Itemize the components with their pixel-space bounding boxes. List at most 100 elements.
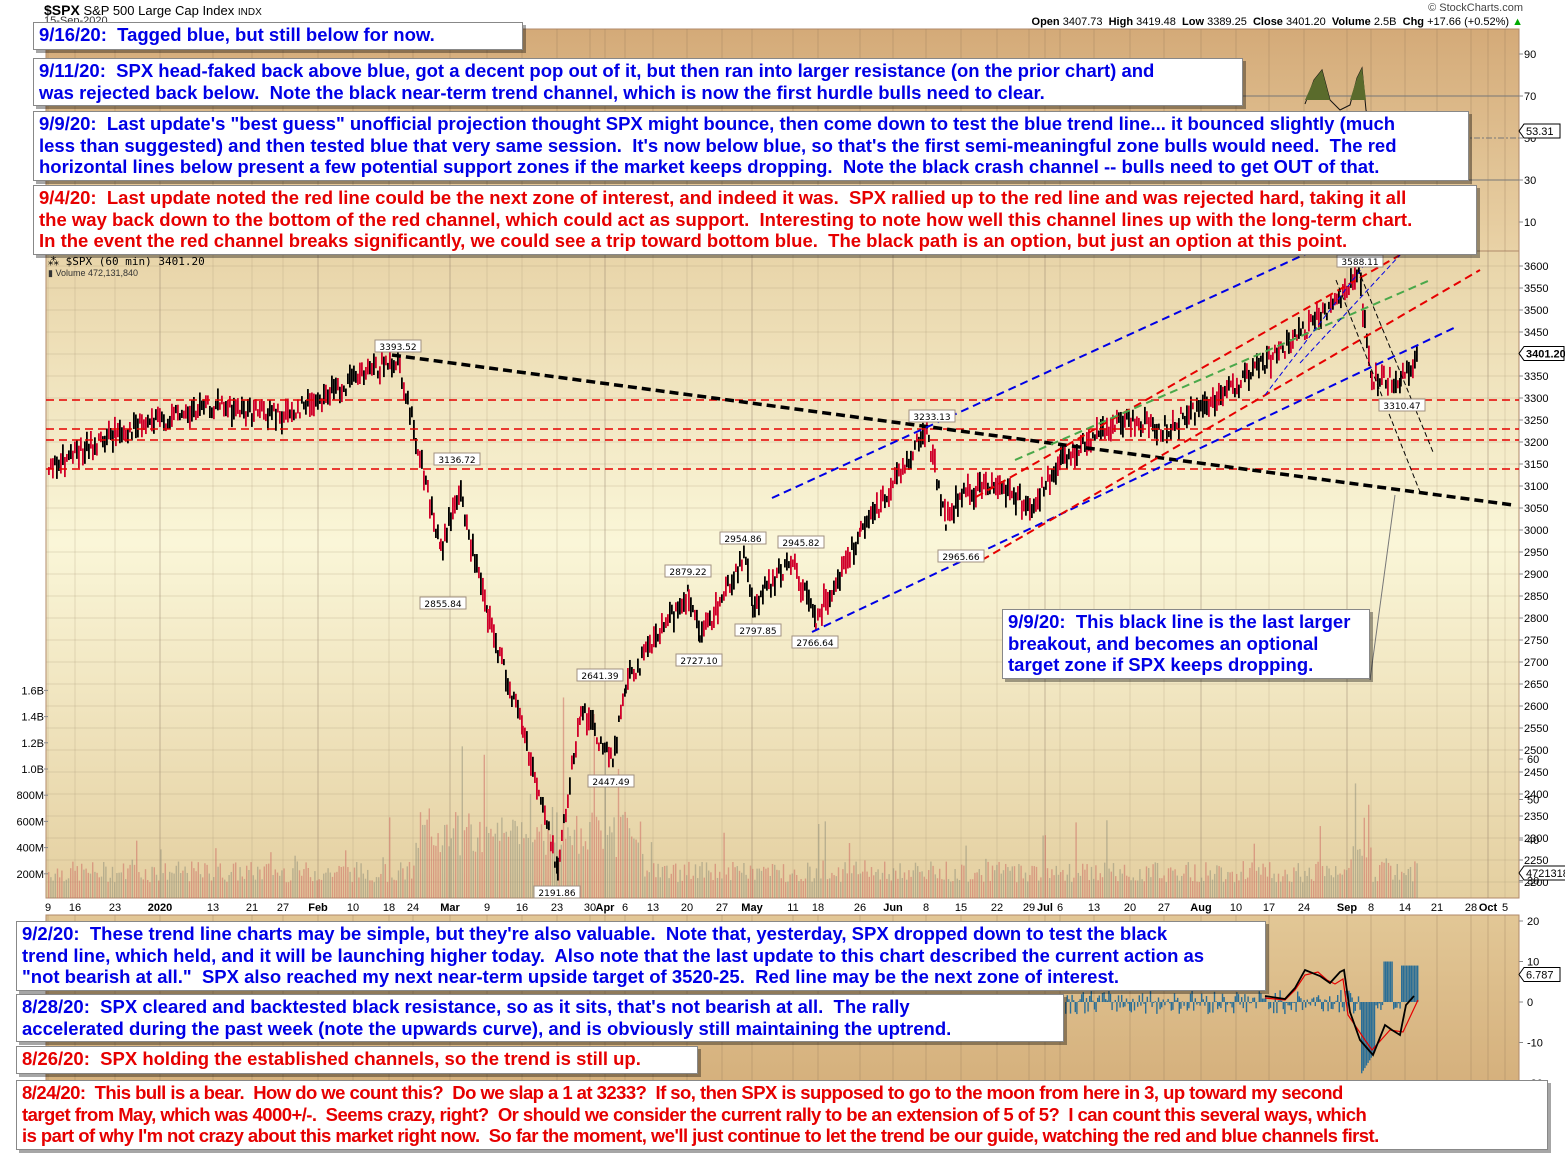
svg-text:3136.72: 3136.72 xyxy=(438,456,475,466)
low-label: Low xyxy=(1182,16,1205,28)
svg-text:40: 40 xyxy=(1527,835,1539,847)
svg-text:2950: 2950 xyxy=(1524,547,1548,559)
annotation-0911: 9/11/20: SPX head-faked back above blue,… xyxy=(33,58,1243,106)
svg-text:2650: 2650 xyxy=(1524,679,1548,691)
svg-text:3401.20: 3401.20 xyxy=(1526,348,1565,360)
svg-text:18: 18 xyxy=(383,902,395,914)
svg-text:2350: 2350 xyxy=(1524,811,1548,823)
svg-text:28: 28 xyxy=(1465,902,1477,914)
svg-text:3100: 3100 xyxy=(1524,481,1548,493)
svg-text:May: May xyxy=(741,902,763,914)
svg-text:3150: 3150 xyxy=(1524,459,1548,471)
green-midline xyxy=(1014,280,1429,461)
svg-text:1.6B: 1.6B xyxy=(21,685,44,697)
svg-text:3233.13: 3233.13 xyxy=(913,413,950,423)
black-crash-channel-upper xyxy=(1354,261,1434,453)
svg-text:Oct: Oct xyxy=(1479,902,1498,914)
svg-text:20: 20 xyxy=(1527,916,1539,928)
symbol-name: S&P 500 Large Cap Index xyxy=(83,3,235,18)
svg-text:2850: 2850 xyxy=(1524,591,1548,603)
svg-text:472131840: 472131840 xyxy=(1526,868,1565,880)
annotation-0909: 9/9/20: Last update's "best guess" unoff… xyxy=(33,111,1469,181)
rsi-line xyxy=(1304,66,1419,161)
svg-text:1.2B: 1.2B xyxy=(21,738,44,750)
svg-text:17: 17 xyxy=(1263,902,1275,914)
svg-text:Apr: Apr xyxy=(596,902,616,914)
red-channel-upper xyxy=(975,254,1401,498)
svg-text:30: 30 xyxy=(584,902,596,914)
svg-text:200M: 200M xyxy=(16,869,44,881)
volume-legend: ▮ Volume 472,131,840 xyxy=(48,268,138,279)
svg-text:Feb: Feb xyxy=(308,902,328,914)
svg-text:2855.84: 2855.84 xyxy=(424,600,461,610)
thin-blue-trend-1 xyxy=(1264,254,1373,396)
black-resistance-line xyxy=(391,353,1514,507)
high-label: High xyxy=(1108,16,1134,28)
svg-text:2800: 2800 xyxy=(1524,613,1548,625)
svg-text:3250: 3250 xyxy=(1524,415,1548,427)
svg-text:600M: 600M xyxy=(16,816,44,828)
svg-text:2191.86: 2191.86 xyxy=(538,889,575,899)
svg-text:23: 23 xyxy=(109,902,121,914)
volume-legend-icon: ▮ xyxy=(48,268,53,278)
svg-text:2447.49: 2447.49 xyxy=(592,778,629,788)
open-label: Open xyxy=(1031,16,1060,28)
svg-text:24: 24 xyxy=(407,902,419,914)
svg-text:30: 30 xyxy=(1527,876,1539,888)
svg-text:2400: 2400 xyxy=(1524,789,1548,801)
volume-value: 2.5B xyxy=(1373,16,1397,28)
svg-text:-10: -10 xyxy=(1527,1038,1543,1050)
svg-text:3350: 3350 xyxy=(1524,371,1548,383)
svg-text:29: 29 xyxy=(1023,902,1035,914)
svg-text:22: 22 xyxy=(991,902,1003,914)
svg-text:60: 60 xyxy=(1527,754,1539,766)
brand: © StockCharts.com xyxy=(1428,2,1523,14)
annotation-0909-black-line: 9/9/20: This black line is the last larg… xyxy=(1002,609,1370,679)
svg-text:2500: 2500 xyxy=(1524,745,1548,757)
svg-text:3550: 3550 xyxy=(1524,283,1548,295)
high-value: 3419.48 xyxy=(1136,16,1176,28)
volume-label: Volume xyxy=(1331,16,1371,28)
svg-text:2954.86: 2954.86 xyxy=(724,535,761,545)
chg-label: Chg xyxy=(1402,16,1425,28)
svg-text:90: 90 xyxy=(1524,49,1536,61)
svg-text:3310.47: 3310.47 xyxy=(1383,402,1420,412)
exchange: INDX xyxy=(237,7,262,18)
low-value: 3389.25 xyxy=(1207,16,1247,28)
chart-symbol: $SPX S&P 500 Large Cap Index INDX xyxy=(44,2,262,18)
close-label: Close xyxy=(1252,16,1283,28)
red-channel-lower xyxy=(981,269,1481,561)
chg-value: +17.66 (+0.52%) xyxy=(1427,16,1510,28)
svg-text:2766.64: 2766.64 xyxy=(796,639,833,649)
svg-text:Jun: Jun xyxy=(883,902,903,914)
svg-text:3600: 3600 xyxy=(1524,261,1548,273)
svg-text:3000: 3000 xyxy=(1524,525,1548,537)
svg-text:26: 26 xyxy=(854,902,866,914)
callout-pointer xyxy=(1369,494,1396,681)
svg-text:16: 16 xyxy=(69,902,81,914)
svg-text:2550: 2550 xyxy=(1524,723,1548,735)
svg-text:2250: 2250 xyxy=(1524,855,1548,867)
volume-bars xyxy=(48,697,1418,898)
svg-text:2300: 2300 xyxy=(1524,833,1548,845)
svg-text:13: 13 xyxy=(1088,902,1100,914)
annotation-0826: 8/26/20: SPX holding the established cha… xyxy=(16,1046,698,1074)
svg-text:9: 9 xyxy=(45,902,51,914)
svg-text:16: 16 xyxy=(516,902,528,914)
svg-text:2450: 2450 xyxy=(1524,767,1548,779)
svg-text:6: 6 xyxy=(622,902,628,914)
svg-text:30: 30 xyxy=(1524,175,1536,187)
svg-text:Mar: Mar xyxy=(440,902,460,914)
svg-text:2700: 2700 xyxy=(1524,657,1548,669)
volume-legend-text: Volume 472,131,840 xyxy=(55,268,139,278)
annotation-0902: 9/2/20: These trend line charts may be s… xyxy=(16,921,1266,991)
blue-channel-lower xyxy=(811,325,1459,633)
open-value: 3407.73 xyxy=(1062,16,1103,28)
svg-text:400M: 400M xyxy=(16,843,44,855)
svg-text:10: 10 xyxy=(1524,217,1536,229)
svg-text:23: 23 xyxy=(551,902,563,914)
svg-text:2900: 2900 xyxy=(1524,569,1548,581)
thin-blue-trend-2 xyxy=(1299,254,1401,364)
svg-text:2797.85: 2797.85 xyxy=(739,627,776,637)
svg-text:10: 10 xyxy=(1527,957,1539,969)
